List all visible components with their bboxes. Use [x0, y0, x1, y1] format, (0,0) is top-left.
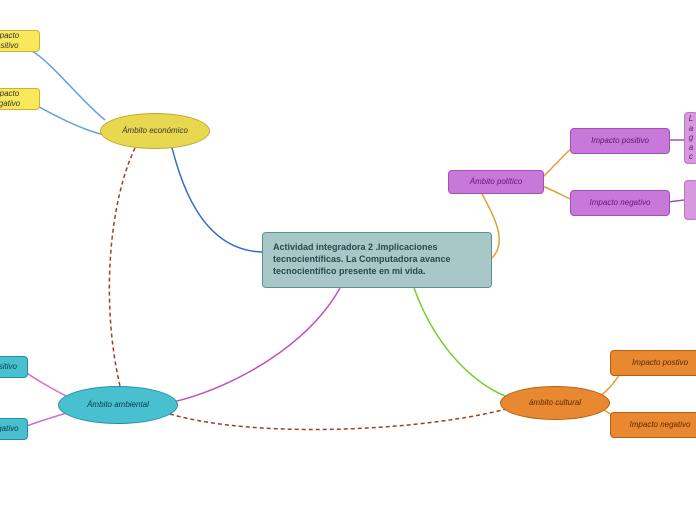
node-pol-neg: Impacto negativo: [570, 190, 670, 216]
node-politico: Ámbito político: [448, 170, 544, 194]
node-cul-neg: Impacto negativo: [610, 412, 696, 438]
node-eco-pos: Impacto positivo: [0, 30, 40, 52]
node-economico: Ámbito económico: [100, 113, 210, 149]
node-amb-neg: to negativo: [0, 418, 28, 440]
node-pol-pos: Impacto positivo: [570, 128, 670, 154]
node-cul-pos: Impacto postivo: [610, 350, 696, 376]
node-amb-pos: to positivo: [0, 356, 28, 378]
center-node: Actividad integradora 2 .Implicaciones t…: [262, 232, 492, 288]
node-ambiental: Ámbito ambiental: [58, 386, 178, 424]
node-cultural: ámbito cultural: [500, 386, 610, 420]
node-eco-neg: Impacto negativo: [0, 88, 40, 110]
node-pol-note1: L a g a c: [684, 112, 696, 164]
node-pol-note2: [684, 180, 696, 220]
